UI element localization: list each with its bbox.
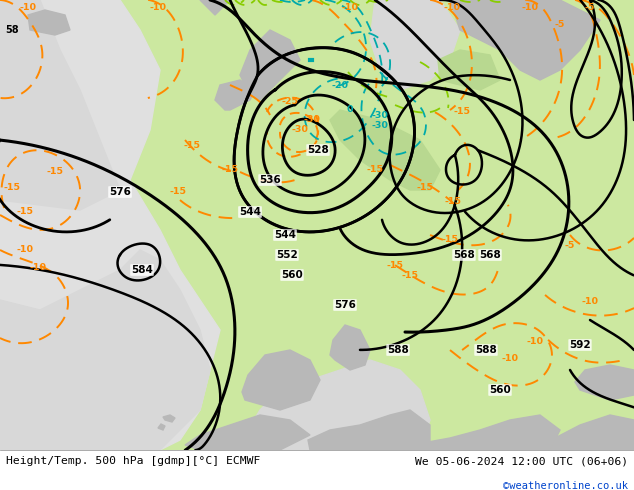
- Text: 58: 58: [5, 25, 19, 35]
- Text: -30: -30: [372, 111, 389, 120]
- Polygon shape: [0, 0, 120, 210]
- Text: -15: -15: [366, 166, 384, 174]
- Text: -10: -10: [342, 3, 358, 13]
- Polygon shape: [428, 415, 560, 450]
- Text: ©weatheronline.co.uk: ©weatheronline.co.uk: [503, 481, 628, 490]
- Text: Height/Temp. 500 hPa [gdmp][°C] ECMWF: Height/Temp. 500 hPa [gdmp][°C] ECMWF: [6, 456, 261, 466]
- Text: -5: -5: [565, 241, 575, 249]
- Text: -15: -15: [46, 168, 63, 176]
- Text: 584: 584: [131, 265, 153, 275]
- Text: 544: 544: [239, 207, 261, 217]
- Text: -5: -5: [555, 21, 565, 29]
- Polygon shape: [248, 360, 430, 450]
- Text: -15: -15: [169, 188, 186, 196]
- Text: 568: 568: [453, 250, 475, 260]
- Polygon shape: [215, 80, 255, 110]
- Text: -15: -15: [183, 141, 200, 149]
- Polygon shape: [200, 0, 230, 15]
- Polygon shape: [0, 0, 220, 450]
- Polygon shape: [370, 0, 460, 90]
- Text: -10: -10: [581, 297, 598, 307]
- Polygon shape: [575, 365, 634, 400]
- Text: 588: 588: [475, 345, 497, 355]
- Polygon shape: [330, 325, 370, 370]
- Text: -15: -15: [387, 261, 403, 270]
- Text: 588: 588: [387, 345, 409, 355]
- Text: -10: -10: [444, 3, 460, 13]
- Text: 536: 536: [259, 175, 281, 185]
- Polygon shape: [0, 250, 210, 450]
- Text: -30: -30: [304, 116, 320, 124]
- Text: -10: -10: [501, 353, 519, 363]
- Text: -15: -15: [4, 183, 20, 193]
- Polygon shape: [438, 50, 500, 90]
- Text: 528: 528: [307, 145, 329, 155]
- Text: -20: -20: [332, 80, 349, 90]
- Polygon shape: [550, 415, 634, 450]
- Polygon shape: [185, 415, 310, 450]
- Text: 552: 552: [276, 250, 298, 260]
- Text: -10: -10: [16, 245, 34, 254]
- Polygon shape: [158, 424, 165, 430]
- Polygon shape: [240, 30, 300, 100]
- Polygon shape: [330, 110, 440, 190]
- Text: -30: -30: [292, 125, 308, 134]
- Text: -10: -10: [526, 338, 543, 346]
- Text: -15: -15: [417, 183, 434, 193]
- Text: 544: 544: [274, 230, 296, 240]
- Polygon shape: [163, 415, 175, 422]
- Text: 576: 576: [109, 187, 131, 197]
- Text: -15: -15: [16, 207, 34, 217]
- Text: -5: -5: [585, 3, 595, 13]
- Text: -15: -15: [221, 166, 238, 174]
- Polygon shape: [28, 10, 70, 35]
- Text: -15: -15: [444, 197, 462, 206]
- Text: -15: -15: [441, 236, 458, 245]
- Text: -10: -10: [30, 264, 46, 272]
- Text: We 05-06-2024 12:00 UTC (06+06): We 05-06-2024 12:00 UTC (06+06): [415, 456, 628, 466]
- Text: 576: 576: [334, 300, 356, 310]
- Text: 560: 560: [281, 270, 303, 280]
- Text: 592: 592: [569, 340, 591, 350]
- Text: 560: 560: [489, 385, 511, 395]
- Text: 568: 568: [479, 250, 501, 260]
- Text: -10: -10: [150, 3, 167, 13]
- Text: -10: -10: [522, 3, 538, 13]
- Text: -15: -15: [401, 270, 418, 279]
- Polygon shape: [440, 0, 600, 80]
- Polygon shape: [242, 350, 320, 410]
- Text: 0: 0: [347, 105, 353, 115]
- Text: -30: -30: [372, 121, 389, 129]
- Polygon shape: [308, 410, 430, 450]
- Text: -15: -15: [453, 107, 470, 117]
- Text: -25: -25: [281, 98, 299, 106]
- Text: -10: -10: [20, 3, 37, 13]
